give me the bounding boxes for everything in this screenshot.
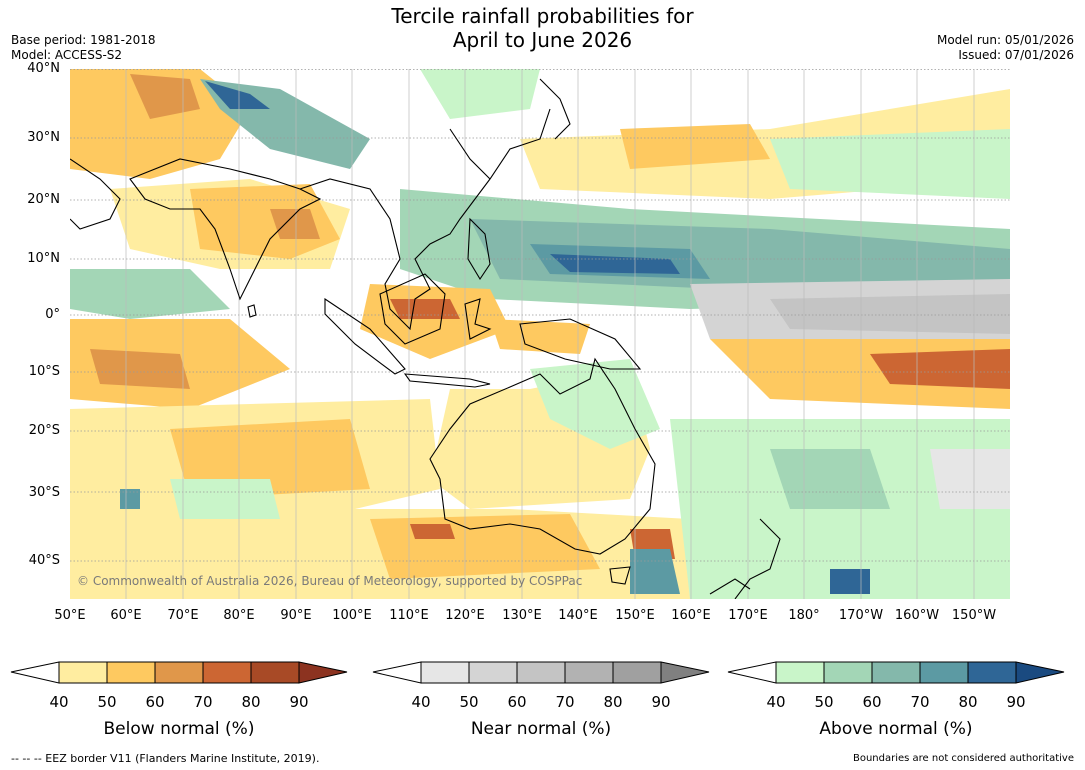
footer-eez-note: -- -- -- EEZ border V11 (Flanders Marine… bbox=[11, 752, 320, 765]
above-tick-80: 80 bbox=[958, 693, 978, 711]
legend-title-below: Below normal (%) bbox=[103, 719, 255, 739]
run-info: Model run: 05/01/2026 Issued: 07/01/2026 bbox=[937, 33, 1074, 63]
above-tick-70: 70 bbox=[910, 693, 930, 711]
title-line-1: Tercile rainfall probabilities for bbox=[391, 4, 694, 28]
below-tick-40: 40 bbox=[49, 693, 69, 711]
footer-disclaimer: Boundaries are not considered authoritat… bbox=[852, 753, 1074, 764]
legend-title-near: Near normal (%) bbox=[470, 719, 612, 739]
lat-label-10s: 10°S bbox=[28, 364, 60, 379]
near-tick-50: 50 bbox=[459, 693, 479, 711]
lon-label-100e: 100°E bbox=[332, 608, 372, 623]
lon-label-160e: 160°E bbox=[671, 608, 711, 623]
base-period: Base period: 1981-2018 bbox=[11, 33, 156, 47]
lat-label-10n: 10°N bbox=[27, 251, 60, 266]
title-line-2: April to June 2026 bbox=[452, 28, 633, 52]
map-title: Tercile rainfall probabilities for April… bbox=[0, 4, 1085, 52]
model-info: Base period: 1981-2018 Model: ACCESS-S2 bbox=[11, 33, 156, 63]
coastlines bbox=[70, 78, 781, 599]
model-run: Model run: 05/01/2026 bbox=[936, 33, 1074, 47]
legend-above-normal bbox=[727, 661, 1065, 684]
below-tick-50: 50 bbox=[97, 693, 117, 711]
copyright-notice: © Commonwealth of Australia 2026, Bureau… bbox=[77, 574, 583, 588]
lon-label-170e: 170°E bbox=[728, 608, 768, 623]
lon-label-50e: 50°E bbox=[54, 608, 86, 623]
lon-label-70e: 70°E bbox=[167, 608, 199, 623]
near-tick-90: 90 bbox=[651, 693, 671, 711]
below-tick-60: 60 bbox=[145, 693, 165, 711]
lon-label-170w: 170°W bbox=[838, 608, 884, 623]
lon-label-180: 180° bbox=[788, 608, 820, 623]
near-tick-40: 40 bbox=[411, 693, 431, 711]
lat-label-40s: 40°S bbox=[28, 553, 60, 568]
lon-label-120e: 120°E bbox=[445, 608, 485, 623]
above-tick-40: 40 bbox=[766, 693, 786, 711]
lon-label-150e: 150°E bbox=[615, 608, 655, 623]
lat-label-0: 0° bbox=[45, 307, 60, 322]
probability-shading bbox=[70, 69, 1010, 599]
lat-label-20s: 20°S bbox=[28, 423, 60, 438]
meridians bbox=[125, 69, 975, 599]
above-tick-90: 90 bbox=[1006, 693, 1026, 711]
below-tick-90: 90 bbox=[289, 693, 309, 711]
lon-label-130e: 130°E bbox=[502, 608, 542, 623]
legend-colorbars bbox=[10, 661, 1065, 684]
issued-date: Issued: 07/01/2026 bbox=[958, 48, 1074, 62]
near-tick-70: 70 bbox=[555, 693, 575, 711]
model-name: Model: ACCESS-S2 bbox=[11, 48, 123, 62]
lat-label-30s: 30°S bbox=[28, 485, 60, 500]
near-tick-80: 80 bbox=[603, 693, 623, 711]
lon-label-110e: 110°E bbox=[389, 608, 429, 623]
lon-label-60e: 60°E bbox=[110, 608, 142, 623]
above-tick-60: 60 bbox=[862, 693, 882, 711]
legend-near-normal bbox=[372, 661, 710, 684]
rainfall-map bbox=[70, 69, 1010, 599]
lon-label-150w: 150°W bbox=[951, 608, 997, 623]
lon-label-80e: 80°E bbox=[223, 608, 255, 623]
lat-label-30n: 30°N bbox=[27, 130, 60, 145]
lat-label-40n: 40°N bbox=[27, 61, 60, 76]
near-tick-60: 60 bbox=[507, 693, 527, 711]
lon-label-140e: 140°E bbox=[558, 608, 598, 623]
lon-label-160w: 160°W bbox=[894, 608, 940, 623]
below-tick-70: 70 bbox=[193, 693, 213, 711]
lat-label-20n: 20°N bbox=[27, 192, 60, 207]
below-tick-80: 80 bbox=[241, 693, 261, 711]
lon-label-90e: 90°E bbox=[280, 608, 312, 623]
legend-title-above: Above normal (%) bbox=[819, 719, 973, 739]
map-graphic bbox=[70, 69, 1010, 599]
above-tick-50: 50 bbox=[814, 693, 834, 711]
legend-below-normal bbox=[10, 661, 348, 684]
